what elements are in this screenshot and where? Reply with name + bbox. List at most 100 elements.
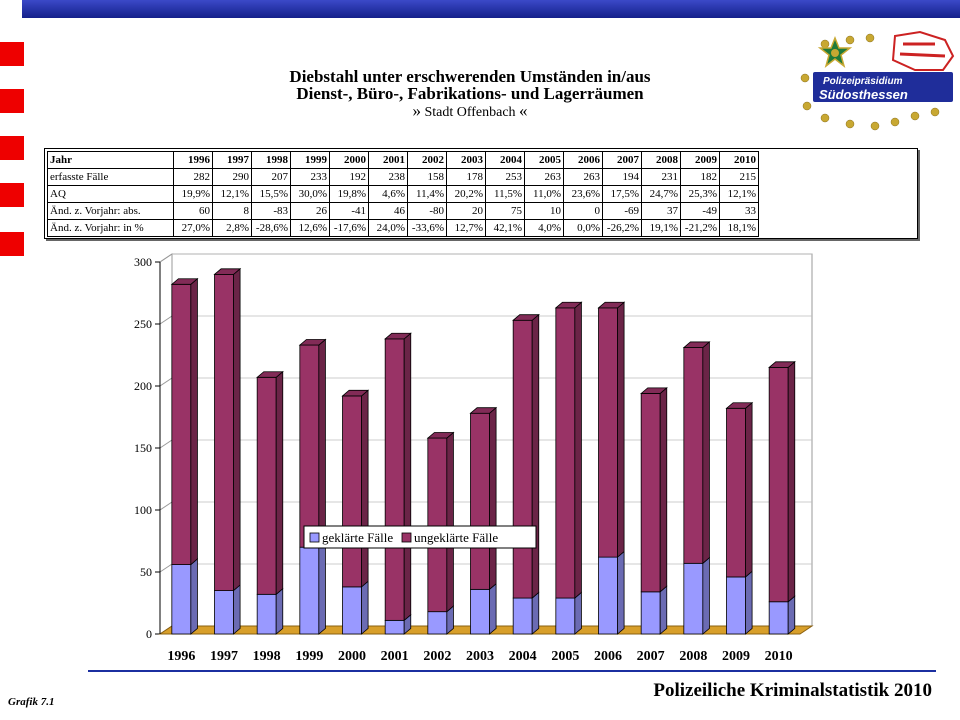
bar-geklaert <box>512 597 533 635</box>
table-cell: 10 <box>524 202 564 220</box>
table-header-row: Jahr 1996 1997 1998 1999 2000 2001 2002 2003 2004… <box>47 151 759 169</box>
bar-geklaert <box>640 591 661 635</box>
table-cell: 12,1% <box>212 185 252 203</box>
table-cell: 11,0% <box>524 185 564 203</box>
bar-ungeklaert <box>256 376 277 595</box>
table-header-year: 2009 <box>680 151 720 169</box>
bar-ungeklaert-side <box>403 332 412 622</box>
bar-geklaert <box>470 588 490 635</box>
y-tick-label: 50 <box>140 565 152 579</box>
bar-ungeklaert-side <box>489 406 497 591</box>
bar-top <box>256 371 284 378</box>
table-header-label: Jahr <box>47 151 174 169</box>
table-cell: -26,2% <box>602 219 642 237</box>
table-cell: 158 <box>407 168 447 186</box>
bar-geklaert <box>598 556 618 635</box>
table-cell: -83 <box>251 202 291 220</box>
x-tick-label: 2008 <box>679 649 707 664</box>
bar-ungeklaert <box>640 393 661 593</box>
table-cell: -69 <box>602 202 642 220</box>
table-cell: 60 <box>173 202 213 220</box>
bar-geklaert <box>726 576 746 635</box>
hesse-map-icon <box>891 30 955 71</box>
table-cell: 182 <box>680 168 720 186</box>
footer-title: Polizeiliche Kriminalstatistik 2010 <box>653 680 932 701</box>
grafik-label: Grafik 7.1 <box>8 696 55 708</box>
table-row: erfasste Fälle 282 290 207 233 192 238 158 178 25… <box>47 168 759 186</box>
table-cell: 20 <box>446 202 486 220</box>
bar-ungeklaert-side <box>659 386 668 593</box>
table-cell: 238 <box>368 168 408 186</box>
x-tick-label: 2006 <box>594 649 622 664</box>
table-cell: -21,2% <box>680 219 720 237</box>
table-cell: 24,7% <box>641 185 681 203</box>
table-body: Jahr 1996 1997 1998 1999 2000 2001 2002 2003 2004… <box>47 151 759 237</box>
x-tick-label: 2003 <box>466 649 494 664</box>
table-cell: 290 <box>212 168 252 186</box>
logo-text-1: Polizeipräsidium <box>823 76 903 87</box>
bar-top <box>640 387 668 394</box>
table-header-year: 2001 <box>368 151 408 169</box>
bar-ungeklaert-side <box>446 431 454 613</box>
bar-ungeklaert <box>555 307 576 599</box>
title-line-2: Dienst-, Büro-, Fabrikations- und Lagerr… <box>296 84 644 103</box>
legend-swatch-ungeklaert <box>401 532 412 543</box>
table-cell: 178 <box>446 168 486 186</box>
table-cell: 8 <box>212 202 252 220</box>
bar-ungeklaert <box>384 338 405 621</box>
guillemet-open: » <box>412 101 421 120</box>
table-cell: -33,6% <box>407 219 447 237</box>
y-tick-label: 100 <box>134 503 152 517</box>
bar-geklaert-side <box>190 558 198 635</box>
bar-ungeklaert <box>598 307 618 558</box>
police-star-icon <box>817 35 853 68</box>
bar-top <box>554 301 583 309</box>
legend-label-ungeklaert: ungeklärte Fälle <box>414 530 498 545</box>
bar-ungeklaert-side <box>361 389 369 588</box>
table-cell: 207 <box>251 168 291 186</box>
bar-ungeklaert <box>768 367 789 603</box>
bar-ungeklaert <box>726 407 746 578</box>
y-tick-label: 250 <box>134 317 152 331</box>
gridline-side <box>159 439 173 449</box>
table-cell: 253 <box>485 168 525 186</box>
data-table: Jahr 1996 1997 1998 1999 2000 2001 2002 2003 2004… <box>47 151 759 237</box>
table-cell: -41 <box>329 202 369 220</box>
bar-ungeklaert <box>214 273 234 592</box>
logo-stars-icon <box>800 33 940 131</box>
bar-ungeklaert <box>427 437 448 613</box>
table-cell: 17,5% <box>602 185 642 203</box>
table-cell: 0 <box>563 202 603 220</box>
table-row-label: Änd. z. Vorjahr: in % <box>47 219 174 237</box>
table-cell: -28,6% <box>251 219 291 237</box>
bar-ungeklaert-side <box>787 360 796 603</box>
table-cell: 75 <box>485 202 525 220</box>
bar-ungeklaert-side <box>190 277 198 566</box>
bar-geklaert <box>256 593 277 635</box>
bar-geklaert <box>427 611 448 635</box>
table-row: Änd. z. Vorjahr: abs. 60 8 -83 26 -41 46 -80 20 7… <box>47 202 759 220</box>
table-cell: 233 <box>290 168 330 186</box>
legend <box>303 525 537 549</box>
table-cell: 27,0% <box>173 219 213 237</box>
table-row-label: erfasste Fälle <box>47 168 174 186</box>
bar-geklaert <box>299 546 320 635</box>
table-cell: 12,6% <box>290 219 330 237</box>
gridline-side <box>159 315 173 325</box>
logo-text-2: Südosthessen <box>819 87 908 102</box>
bar-geklaert <box>342 586 362 635</box>
gridline-side <box>159 377 173 387</box>
bar-top <box>597 301 626 309</box>
table-header-year: 2002 <box>407 151 447 169</box>
table-cell: 263 <box>563 168 603 186</box>
gridline-side <box>159 501 173 511</box>
table-cell: 25,3% <box>680 185 720 203</box>
x-tick-label: 2002 <box>423 649 451 664</box>
table-cell: 11,4% <box>407 185 447 203</box>
x-tick-label: 1997 <box>210 649 238 664</box>
x-tick-label: 1999 <box>295 649 323 664</box>
table-cell: 4,0% <box>524 219 564 237</box>
bar-top <box>426 432 455 439</box>
x-tick-label: 2007 <box>637 649 665 664</box>
footer-rule <box>88 670 936 672</box>
